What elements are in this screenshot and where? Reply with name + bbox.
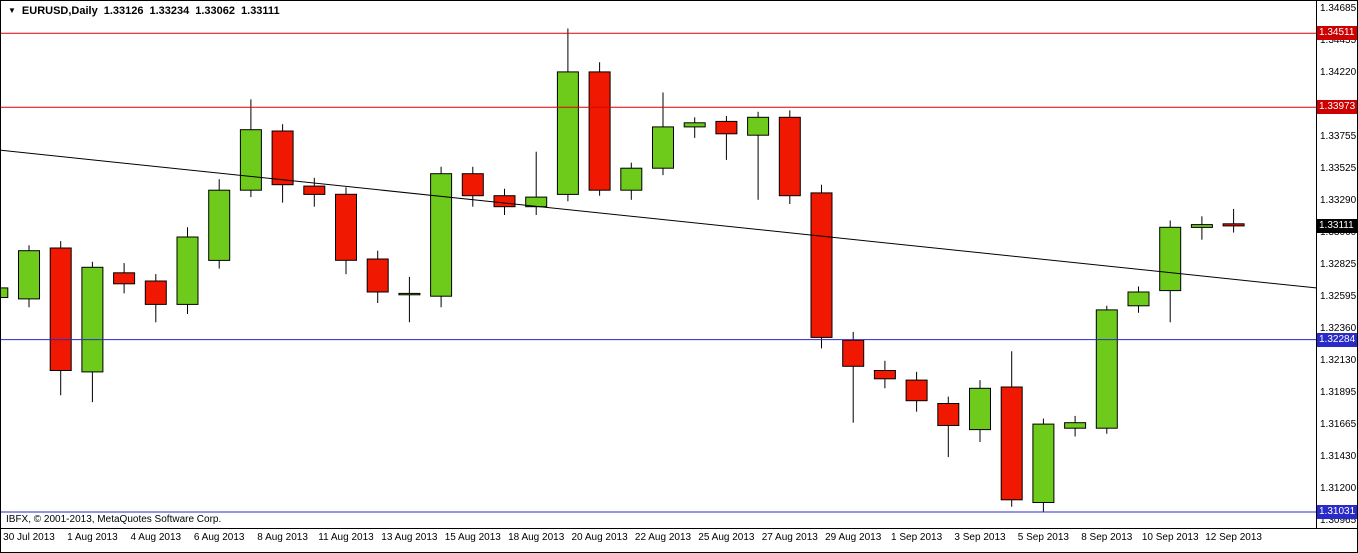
date-tick-label: 29 Aug 2013 (825, 532, 882, 543)
price-tick-label: 1.31665 (1320, 418, 1357, 430)
price-tick-label: 1.32360 (1320, 323, 1357, 335)
bull-candle-body (18, 250, 40, 300)
bull-candle-body (208, 189, 231, 261)
bear-candle-body (1000, 386, 1023, 501)
date-tick-label: 1 Aug 2013 (67, 532, 118, 543)
date-tick-label: 4 Aug 2013 (130, 532, 182, 543)
price-tick-label: 1.34220 (1320, 67, 1357, 79)
ohlc-high-value: 1.33234 (149, 5, 190, 17)
date-tick-label: 27 Aug 2013 (761, 532, 818, 543)
bull-candle-body (1, 287, 9, 298)
bear-candle-body (303, 185, 326, 195)
bear-candle-body (778, 116, 801, 197)
date-tick-label: 3 Sep 2013 (954, 532, 1006, 543)
price-tick-label: 1.31200 (1320, 482, 1357, 494)
date-tick-label: 18 Aug 2013 (508, 532, 565, 543)
bull-candle-body (969, 387, 991, 431)
bull-candle-body (81, 266, 104, 373)
bear-candle-body (810, 192, 833, 338)
bear-candle-body (937, 403, 960, 426)
bear-candle-body (49, 247, 72, 371)
price-tick-label: 1.32825 (1320, 259, 1357, 271)
bear-candle-body (842, 339, 865, 367)
price-tick-label: 1.33290 (1320, 195, 1357, 207)
symbol-timeframe-label: EURUSD,Daily (21, 5, 98, 17)
support-line-upper-label: 1.32284 (1317, 332, 1357, 347)
bear-candle-body (335, 193, 357, 261)
bull-candle-body (683, 122, 706, 128)
chart-plot-area[interactable] (1, 1, 1316, 528)
copyright-text: IBFX, © 2001-2013, MetaQuotes Software C… (6, 514, 222, 525)
resistance-line-upper-label: 1.34511 (1317, 26, 1357, 41)
bull-candle-body (1032, 423, 1055, 504)
price-tick-label: 1.31895 (1320, 387, 1357, 399)
bull-candle-body (398, 292, 421, 296)
current-price-label: 1.33111 (1317, 218, 1357, 233)
bull-candle-body (176, 236, 199, 305)
bull-candle-body (430, 173, 453, 297)
price-tick-label: 1.33755 (1320, 131, 1357, 143)
support-line-lower-label: 1.31031 (1317, 505, 1357, 519)
date-tick-label: 22 Aug 2013 (634, 532, 692, 543)
bull-candle-body (652, 126, 674, 169)
ohlc-close-value: 1.33111 (241, 5, 280, 17)
bull-candle-body (1095, 309, 1118, 429)
bull-candle-body (1127, 291, 1150, 307)
date-tick-label: 15 Aug 2013 (444, 532, 501, 543)
chart-title: ▼ EURUSD,Daily 1.33126 1.33234 1.33062 1… (8, 5, 280, 17)
date-tick-label: 10 Sep 2013 (1141, 532, 1199, 543)
time-axis[interactable]: 30 Jul 2013 1 Aug 2013 4 Aug 2013 6 Aug 201… (1, 528, 1357, 552)
date-tick-label: 12 Sep 2013 (1205, 532, 1262, 543)
bear-candle-body (113, 272, 136, 285)
bear-candle-body (588, 71, 611, 191)
bear-candle-body (271, 130, 294, 186)
bull-candle-body (556, 71, 579, 195)
resistance-line-lower-label: 1.33973 (1317, 100, 1357, 115)
bull-candle-body (1190, 224, 1213, 228)
price-tick-label: 1.30965 (1320, 515, 1357, 527)
date-tick-label: 8 Aug 2013 (257, 532, 308, 543)
date-tick-label: 6 Aug 2013 (193, 532, 245, 543)
price-tick-label: 1.31430 (1320, 451, 1357, 463)
date-tick-label: 8 Sep 2013 (1081, 532, 1133, 543)
bear-candle-body (1222, 223, 1245, 227)
bull-candle-body (747, 116, 770, 136)
bear-candle-body (366, 258, 389, 293)
date-tick-label: 1 Sep 2013 (891, 532, 943, 543)
date-tick-label: 30 Jul 2013 (3, 532, 55, 543)
price-tick-label: 1.32130 (1320, 354, 1357, 366)
bull-candle-body (239, 129, 262, 191)
bear-candle-body (493, 195, 516, 208)
date-tick-label: 5 Sep 2013 (1017, 532, 1069, 543)
date-tick-label: 25 Aug 2013 (698, 532, 755, 543)
price-tick-label: 1.33525 (1320, 162, 1357, 174)
price-tick-label: 1.32595 (1320, 290, 1357, 302)
price-tick-label: 1.34685 (1320, 3, 1357, 15)
bull-candle-body (1064, 422, 1087, 429)
date-tick-label: 11 Aug 2013 (318, 532, 374, 543)
bear-candle-body (905, 379, 928, 402)
bear-candle-body (461, 173, 484, 197)
bear-candle-body (715, 120, 738, 135)
date-tick-label: 20 Aug 2013 (571, 532, 628, 543)
ohlc-low-value: 1.33062 (195, 5, 236, 17)
price-tick-label: 1.34455 (1320, 34, 1357, 46)
bear-candle-body (144, 280, 167, 305)
ohlc-open-value: 1.33126 (103, 5, 144, 17)
descending-trendline[interactable] (1, 149, 1316, 289)
price-axis[interactable]: 1.346851.344551.342201.339851.337551.335… (1316, 1, 1357, 528)
symbol-marker-icon: ▼ (8, 6, 16, 15)
bull-candle-body (620, 167, 643, 191)
bull-candle-body (1159, 226, 1182, 292)
bear-candle-body (873, 370, 896, 380)
date-tick-label: 13 Aug 2013 (381, 532, 438, 543)
